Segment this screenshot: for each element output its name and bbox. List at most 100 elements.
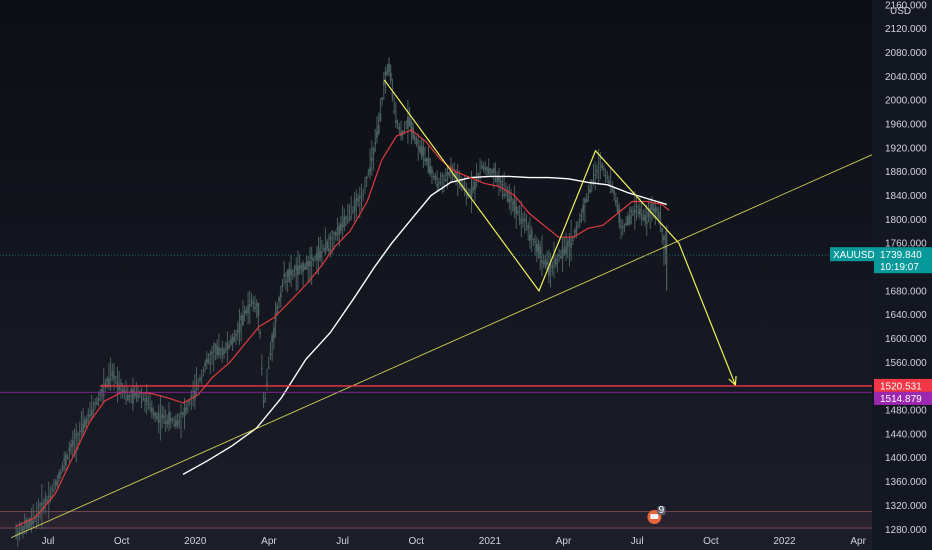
candle-body: [312, 258, 315, 261]
candle-body: [168, 412, 170, 425]
candle-body: [329, 236, 332, 241]
candle-body: [104, 382, 107, 388]
candle-body: [577, 225, 579, 227]
candle-body: [326, 241, 329, 249]
candle-body: [558, 254, 561, 257]
candle-body: [303, 266, 306, 270]
candle-body: [30, 520, 33, 524]
candle-body: [274, 312, 277, 322]
candle-body: [286, 270, 289, 277]
candle-body: [585, 199, 588, 203]
price-tick-label: 2080.000: [885, 48, 927, 59]
candle-body: [295, 264, 298, 271]
candle-body: [542, 262, 545, 264]
candle-body: [341, 224, 344, 228]
candle-body: [27, 523, 30, 528]
candle-body: [381, 97, 384, 100]
candle-body: [138, 393, 141, 395]
candle-body: [25, 519, 28, 528]
candle-body: [37, 515, 40, 517]
candle-body: [472, 186, 475, 190]
candle-body: [118, 387, 121, 391]
price-tick-label: 1440.000: [885, 429, 927, 440]
candle-body: [412, 127, 414, 139]
candle-body: [479, 172, 481, 174]
candle-body: [83, 420, 86, 428]
candle-body: [626, 216, 629, 226]
candle-body: [47, 495, 50, 498]
support-zone-fill: [0, 511, 872, 529]
candle-body: [113, 375, 115, 379]
price-tick-label: 1840.000: [885, 191, 927, 202]
candle-body: [527, 225, 530, 229]
candle-body: [405, 121, 408, 123]
candle-body: [209, 353, 212, 356]
candle-body: [317, 247, 320, 261]
candle-body: [111, 370, 114, 377]
candle-body: [657, 212, 660, 219]
candle-body: [633, 209, 636, 213]
candle-body: [102, 394, 105, 397]
candle-body: [369, 167, 371, 173]
candle-body: [470, 188, 473, 198]
candle-body: [360, 202, 363, 204]
candle-body: [367, 172, 370, 175]
candle-body: [164, 419, 167, 425]
candle-body: [157, 412, 160, 424]
candle-body: [147, 403, 150, 406]
candle-body: [594, 174, 597, 176]
candle-body: [63, 458, 66, 462]
candle-body: [279, 292, 282, 298]
candle-body: [150, 407, 153, 412]
candle-body: [307, 261, 310, 266]
candle-body: [278, 297, 280, 302]
candle-body: [606, 177, 609, 179]
candle-body: [506, 190, 509, 202]
candle-body: [480, 165, 483, 168]
time-tick-label: 2022: [773, 536, 796, 547]
candle-body: [171, 418, 174, 420]
candle-body: [522, 218, 524, 221]
candle-body: [205, 358, 208, 363]
candle-body: [61, 465, 64, 471]
candle-body: [499, 180, 502, 183]
candle-body: [434, 175, 437, 180]
candle-body: [51, 489, 54, 491]
price-axis-panel[interactable]: [872, 0, 932, 550]
candle-body: [250, 300, 253, 302]
candle-body: [599, 157, 602, 159]
candle-body: [357, 197, 359, 203]
candle-body: [54, 482, 57, 486]
candle-body: [651, 203, 653, 211]
candle-body: [181, 412, 184, 415]
candle-body: [513, 199, 516, 212]
candle-body: [336, 228, 339, 230]
candle-body: [664, 244, 667, 251]
event-count-text: 9: [659, 505, 665, 516]
candle-body: [109, 378, 112, 380]
candle-body: [39, 504, 42, 506]
candle-body: [530, 230, 533, 239]
price-tick-label: 1400.000: [885, 453, 927, 464]
event-marker[interactable]: 9: [647, 505, 666, 524]
candle-body: [566, 242, 569, 248]
candle-body: [561, 247, 564, 259]
candle-body: [229, 339, 232, 346]
candle-body: [553, 261, 555, 263]
candle-body: [156, 416, 158, 419]
red-level-badge: [874, 378, 932, 392]
candle-body: [180, 412, 182, 414]
candle-body: [300, 265, 303, 269]
ascending-trendline: [10, 147, 888, 539]
candle-body: [396, 121, 399, 123]
candle-body: [101, 388, 103, 394]
candle-body: [82, 423, 85, 433]
candle-body: [425, 158, 428, 163]
candle-body: [578, 218, 581, 222]
candle-body: [23, 527, 26, 529]
zigzag-pattern: [383, 79, 736, 386]
candle-body: [243, 310, 246, 314]
candle-body: [372, 148, 375, 154]
candle-body: [398, 126, 401, 130]
